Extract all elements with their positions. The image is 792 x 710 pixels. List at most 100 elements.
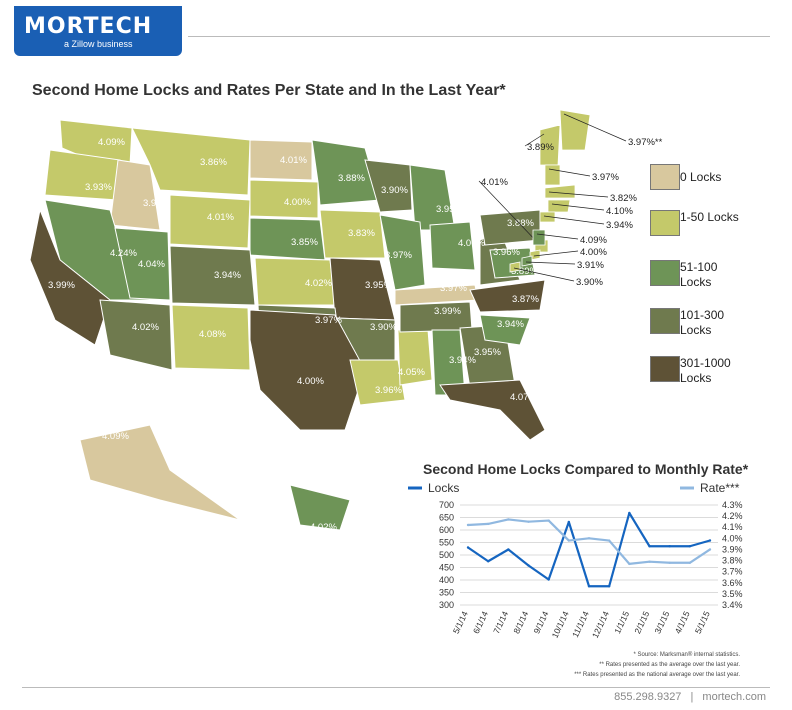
state-rate-label: 4.04%: [138, 259, 165, 270]
brand-tagline: a Zillow business: [64, 39, 133, 49]
state-rate-label: 4.09%: [98, 137, 125, 148]
callout-rate-label: 3.90%: [576, 277, 603, 288]
header-divider: [188, 36, 770, 37]
state-region: [319, 209, 386, 259]
state-rate-label: 3.89%: [511, 266, 538, 277]
state-rate-label: 3.94%: [449, 355, 476, 366]
state-rate-label: 4.24%: [110, 248, 137, 259]
callout-rate-label: 3.94%: [606, 220, 633, 231]
state-region: [289, 484, 351, 531]
brand-name: MORTECH: [24, 14, 153, 39]
legend-label: 101-300 Locks: [680, 308, 725, 337]
state-region: [349, 359, 406, 406]
state-rate-label: 4.00%: [297, 376, 324, 387]
state-region: [469, 279, 546, 313]
state-rate-label: 4.06%: [458, 238, 485, 249]
state-rate-label: 3.96%: [493, 247, 520, 258]
state-region: [171, 304, 251, 371]
state-rate-label: 4.02%: [132, 322, 159, 333]
state-rate-label: 3.99%: [434, 306, 461, 317]
state-rate-label: 3.90%: [370, 322, 397, 333]
callout-leader: [551, 203, 605, 211]
callout-rate-label: 3.97%**: [628, 137, 663, 148]
state-rate-label: 3.91%: [143, 198, 170, 209]
callout-leader: [536, 233, 579, 240]
small-state-region: [539, 211, 556, 223]
state-rate-label: 4.01%: [280, 155, 307, 166]
state-rate-label: 3.85%: [291, 237, 318, 248]
state-rate-label: 3.95%: [365, 280, 392, 291]
callout-leader: [543, 215, 605, 225]
phone-number[interactable]: 855.298.9327: [614, 691, 682, 703]
footnote: * Source: Marksman® internal statistics.: [633, 652, 740, 658]
callout-rate-label: 4.10%: [606, 206, 633, 217]
callout-rate-label: 4.01%: [481, 177, 508, 188]
callout-leader: [533, 250, 579, 257]
callout-leader: [548, 168, 591, 177]
legend-swatch: [650, 210, 680, 236]
state-region: [489, 247, 536, 279]
state-rate-label: 4.01%: [207, 212, 234, 223]
state-region: [169, 245, 256, 306]
callout-leader: [525, 261, 576, 265]
state-rate-label: 3.90%: [381, 185, 408, 196]
state-region: [439, 379, 546, 441]
small-state-region: [559, 109, 591, 151]
state-region: [311, 139, 381, 206]
callout-rate-label: 4.09%: [580, 235, 607, 246]
legend-label: 1-50 Locks: [680, 210, 739, 224]
callout-leader: [563, 113, 627, 142]
state-rate-label: 3.83%: [348, 228, 375, 239]
state-rate-label: 4.09%: [102, 431, 129, 442]
callout-rate-label: 3.97%: [592, 172, 619, 183]
callout-rate-label: 4.00%: [580, 247, 607, 258]
footnotes: * Source: Marksman® internal statistics.…: [574, 650, 740, 680]
state-rate-label: 3.99%: [48, 280, 75, 291]
footer-contact: 855.298.9327 | mortech.com: [614, 691, 766, 703]
footnote: ** Rates presented as the average over t…: [599, 662, 740, 668]
small-state-region: [544, 164, 561, 186]
state-region: [99, 299, 173, 371]
callout-rate-label: 3.82%: [610, 193, 637, 204]
page-title: Second Home Locks and Rates Per State an…: [32, 82, 506, 99]
separator: |: [690, 691, 694, 703]
legend-label: 51-100 Locks: [680, 260, 718, 289]
state-rate-label: 4.05%: [398, 367, 425, 378]
state-region: [249, 139, 313, 181]
small-state-region: [509, 261, 521, 273]
state-region: [429, 221, 476, 271]
state-rate-label: 3.87%: [512, 294, 539, 305]
callout-leader: [513, 267, 575, 282]
legend-label: 301-1000 Locks: [680, 356, 731, 385]
state-region: [29, 208, 111, 346]
callout-rate-label: 3.89%: [527, 142, 554, 153]
state-rate-label: 3.86%: [200, 157, 227, 168]
legend-swatch: [650, 356, 680, 382]
small-state-region: [544, 184, 576, 199]
state-rate-label: 3.95%: [474, 347, 501, 358]
legend-swatch: [650, 164, 680, 190]
callout-leader: [524, 133, 545, 147]
state-region: [79, 424, 241, 521]
state-region: [409, 164, 456, 231]
state-region: [131, 127, 251, 196]
state-rate-label: 3.93%: [85, 182, 112, 193]
state-region: [114, 227, 171, 301]
state-rate-label: 4.07%: [510, 392, 537, 403]
legend-swatch: [650, 260, 680, 286]
state-region: [379, 214, 426, 291]
chart-title: Second Home Locks Compared to Monthly Ra…: [423, 461, 749, 477]
legend-swatch: [650, 308, 680, 334]
callout-leader: [548, 191, 609, 198]
state-region: [479, 314, 531, 346]
state-rate-label: 4.02%: [305, 278, 332, 289]
state-rate-label: 3.94%: [214, 270, 241, 281]
state-rate-label: 3.97%: [440, 283, 467, 294]
state-rate-label: 3.88%: [338, 173, 365, 184]
state-rate-label: 4.02%: [310, 522, 337, 533]
legend-label: 0 Locks: [680, 170, 722, 184]
website-link[interactable]: mortech.com: [702, 691, 766, 703]
state-region: [109, 159, 161, 231]
small-state-region: [521, 255, 533, 267]
